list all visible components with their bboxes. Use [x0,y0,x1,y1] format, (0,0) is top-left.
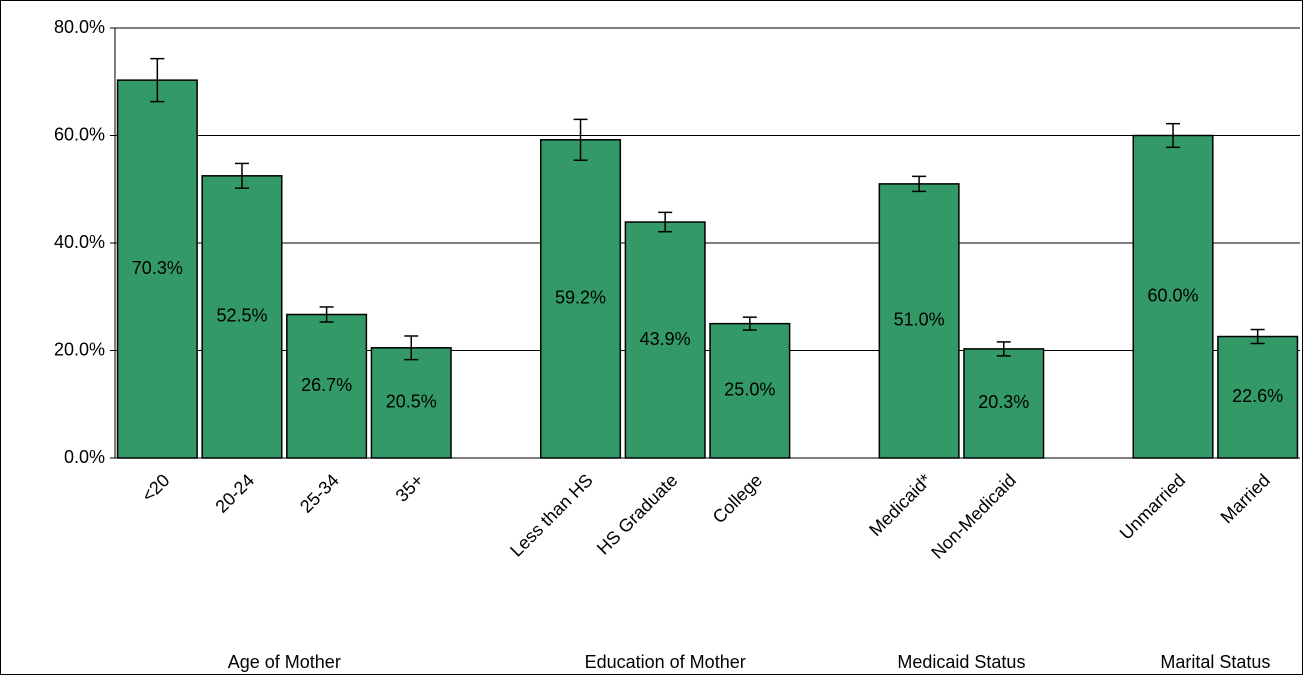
x-tick-label: Married [1217,470,1274,527]
x-tick-label: 35+ [392,470,428,506]
value-label: 22.6% [1232,386,1283,406]
group-label: Medicaid Status [897,652,1025,672]
bar [370,347,452,459]
bar [624,221,706,459]
group-label: Age of Mother [228,652,341,672]
bar [1217,335,1299,459]
bar [540,139,622,459]
x-tick-label: HS Graduate [593,470,681,558]
bar [286,313,368,459]
x-tick-label: Non-Medicaid [927,470,1020,563]
value-label: 26.7% [301,375,352,395]
y-tick-label: 80.0% [54,17,105,37]
bar [1132,134,1214,459]
y-tick-label: 60.0% [54,124,105,144]
value-label: 52.5% [216,306,267,326]
value-label: 59.2% [555,288,606,308]
y-tick-label: 0.0% [64,447,105,467]
y-tick-label: 40.0% [54,232,105,252]
bar [116,79,198,459]
bar [963,348,1045,459]
value-label: 51.0% [894,310,945,330]
value-label: 70.3% [132,258,183,278]
x-tick-label: 20-24 [211,470,258,517]
x-tick-label: Less than HS [506,470,597,561]
group-label: Education of Mother [585,652,746,672]
y-tick-label: 20.0% [54,339,105,359]
group-label: Marital Status [1160,652,1270,672]
bar [878,183,960,459]
value-label: 20.5% [386,392,437,412]
x-tick-label: 25-34 [296,470,343,517]
x-tick-label: College [709,470,766,527]
value-label: 60.0% [1148,286,1199,306]
x-tick-label: Unmarried [1116,470,1190,544]
value-label: 25.0% [724,380,775,400]
value-label: 43.9% [640,329,691,349]
x-tick-label: Medicaid* [865,470,935,540]
value-label: 20.3% [978,392,1029,412]
bar [709,322,791,459]
x-tick-label: <20 [138,470,174,506]
